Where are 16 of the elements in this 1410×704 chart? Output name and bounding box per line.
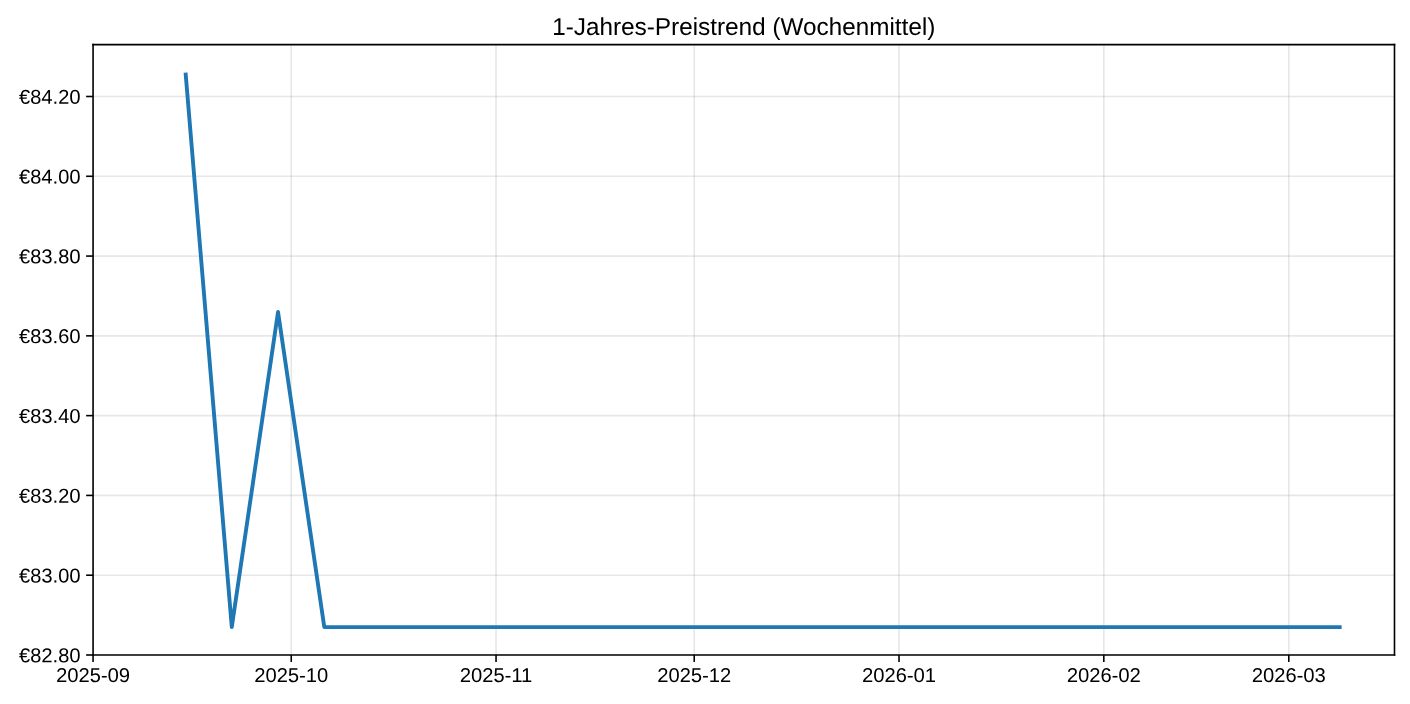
x-tick-label: 2026-03 <box>1252 668 1325 683</box>
y-tick-label: €83.60 <box>19 329 80 344</box>
y-tick-label: €84.20 <box>19 89 80 104</box>
x-tick-label: 2026-02 <box>1067 668 1140 683</box>
y-tick-label: €82.80 <box>19 648 80 663</box>
y-tick-label: €83.20 <box>19 488 80 503</box>
chart-title: 1-Jahres-Preistrend (Wochenmittel) <box>554 17 934 40</box>
x-tick-label: 2025-10 <box>255 668 328 683</box>
y-tick-label: €83.00 <box>19 568 80 583</box>
x-tick-label: 2025-12 <box>658 668 731 683</box>
x-tick-label: 2026-01 <box>863 668 935 683</box>
y-tick-label: €83.80 <box>19 249 80 264</box>
y-tick-label: €83.40 <box>19 408 80 424</box>
x-tick-label: 2025-09 <box>57 668 130 683</box>
y-tick-label: €84.00 <box>19 169 80 184</box>
x-tick-label: 2025-11 <box>460 668 532 683</box>
